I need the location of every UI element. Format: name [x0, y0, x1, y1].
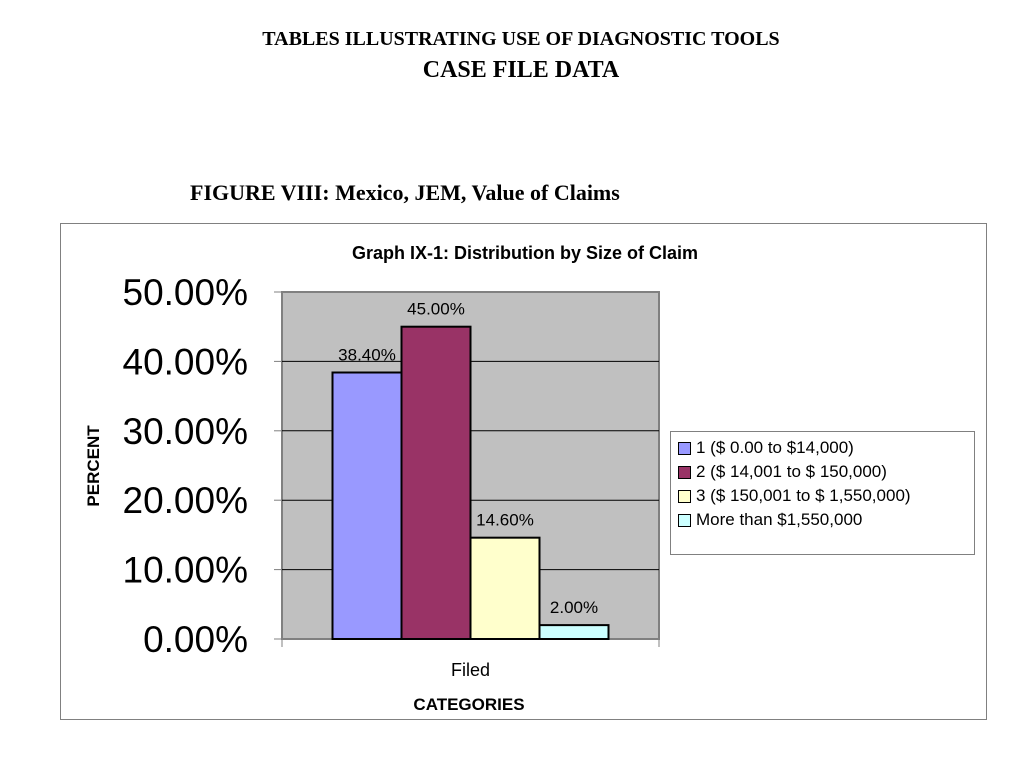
- data-label: 45.00%: [407, 300, 465, 319]
- y-tick-label: 20.00%: [123, 480, 249, 521]
- data-label: 38.40%: [338, 346, 396, 365]
- legend-swatch: [678, 441, 691, 455]
- figure-caption: FIGURE VIII: Mexico, JEM, Value of Claim…: [190, 180, 620, 205]
- x-tick-label: Filed: [451, 660, 490, 680]
- legend-label: 2 ($ 14,001 to $ 150,000): [696, 462, 887, 481]
- x-axis-label: CATEGORIES: [413, 695, 524, 714]
- chart-legend: 1 ($ 0.00 to $14,000) 2 ($ 14,001 to $ 1…: [670, 431, 975, 555]
- legend-item: 1 ($ 0.00 to $14,000): [671, 436, 974, 460]
- legend-swatch: [678, 513, 691, 527]
- page-subtitle: CASE FILE DATA: [422, 57, 620, 83]
- bar: [331, 371, 403, 640]
- y-tick-label: 50.00%: [123, 272, 249, 313]
- legend-item: More than $1,550,000: [671, 508, 974, 532]
- bar: [538, 624, 610, 640]
- chart-area: [60, 223, 987, 720]
- y-tick-label: 10.00%: [123, 550, 249, 591]
- legend-label: 1 ($ 0.00 to $14,000): [696, 438, 854, 457]
- legend-swatch: [678, 465, 691, 479]
- legend-item: 2 ($ 14,001 to $ 150,000): [671, 460, 974, 484]
- y-axis-label: PERCENT: [84, 425, 103, 507]
- legend-item: 3 ($ 150,001 to $ 1,550,000): [671, 484, 974, 508]
- y-tick-label: 30.00%: [123, 411, 249, 452]
- legend-label: More than $1,550,000: [696, 510, 863, 529]
- data-label: 14.60%: [476, 511, 534, 530]
- page-title: TABLES ILLUSTRATING USE OF DIAGNOSTIC TO…: [262, 28, 780, 50]
- y-tick-label: 0.00%: [143, 619, 248, 660]
- legend-swatch: [678, 489, 691, 503]
- bar: [400, 325, 472, 640]
- chart-title: Graph IX-1: Distribution by Size of Clai…: [352, 243, 698, 263]
- y-tick-label: 40.00%: [123, 341, 249, 382]
- data-label: 2.00%: [550, 598, 598, 617]
- bar: [469, 536, 541, 641]
- legend-label: 3 ($ 150,001 to $ 1,550,000): [696, 486, 911, 505]
